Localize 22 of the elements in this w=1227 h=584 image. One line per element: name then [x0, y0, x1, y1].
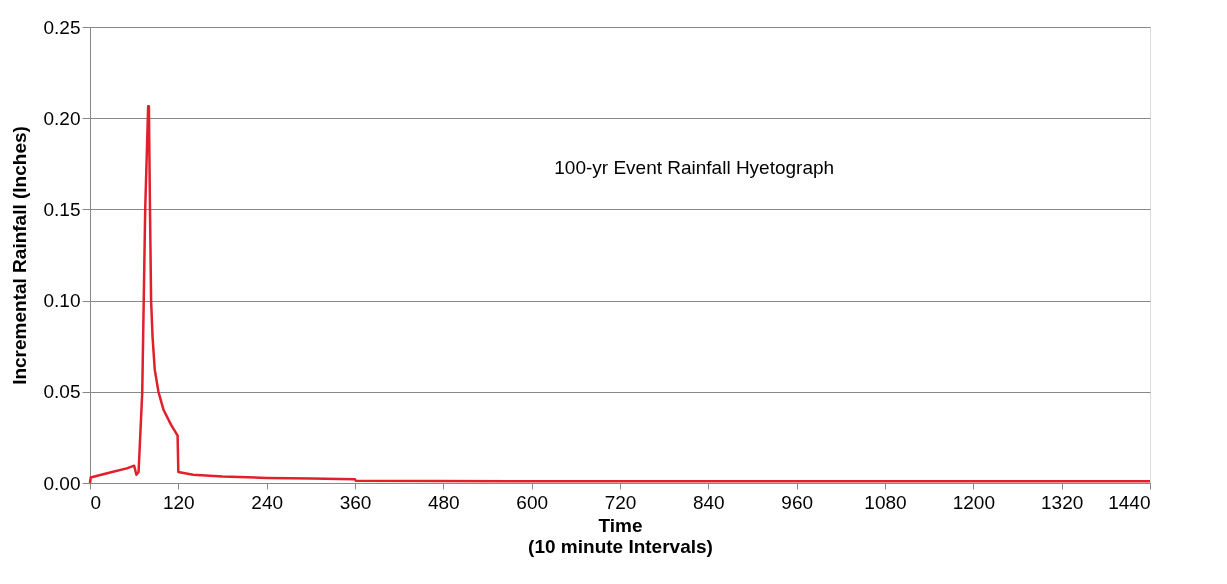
x-tick-label: 600: [516, 491, 549, 513]
x-tick-label: 1080: [864, 491, 907, 513]
x-tick-label: 720: [604, 491, 637, 513]
y-tick-label: 0.05: [43, 381, 81, 403]
y-tick-label: 0.10: [43, 290, 81, 312]
x-tick-label: 840: [692, 491, 725, 513]
x-tick-label: 1200: [952, 491, 995, 513]
y-tick-label: 0.00: [43, 472, 81, 494]
x-axis-title: Time (10 minute Intervals): [528, 514, 713, 557]
x-tick-label: 1320: [1041, 491, 1084, 513]
y-tick-label: 0.15: [43, 198, 81, 220]
x-tick-label: 120: [162, 491, 195, 513]
y-axis-title: Incremental Rainfall (Inches): [8, 126, 30, 385]
x-tick-label: 240: [251, 491, 284, 513]
y-tick-label: 0.25: [43, 16, 81, 38]
y-tick-label: 0.20: [43, 107, 81, 129]
x-tick-label: 480: [427, 491, 460, 513]
x-tick-label: 1440: [1108, 491, 1151, 513]
annotation: 100-yr Event Rainfall Hyetograph: [554, 157, 835, 179]
x-tick-label: 360: [339, 491, 372, 513]
x-tick-label: 960: [781, 491, 814, 513]
x-tick-label: 0: [90, 491, 102, 513]
